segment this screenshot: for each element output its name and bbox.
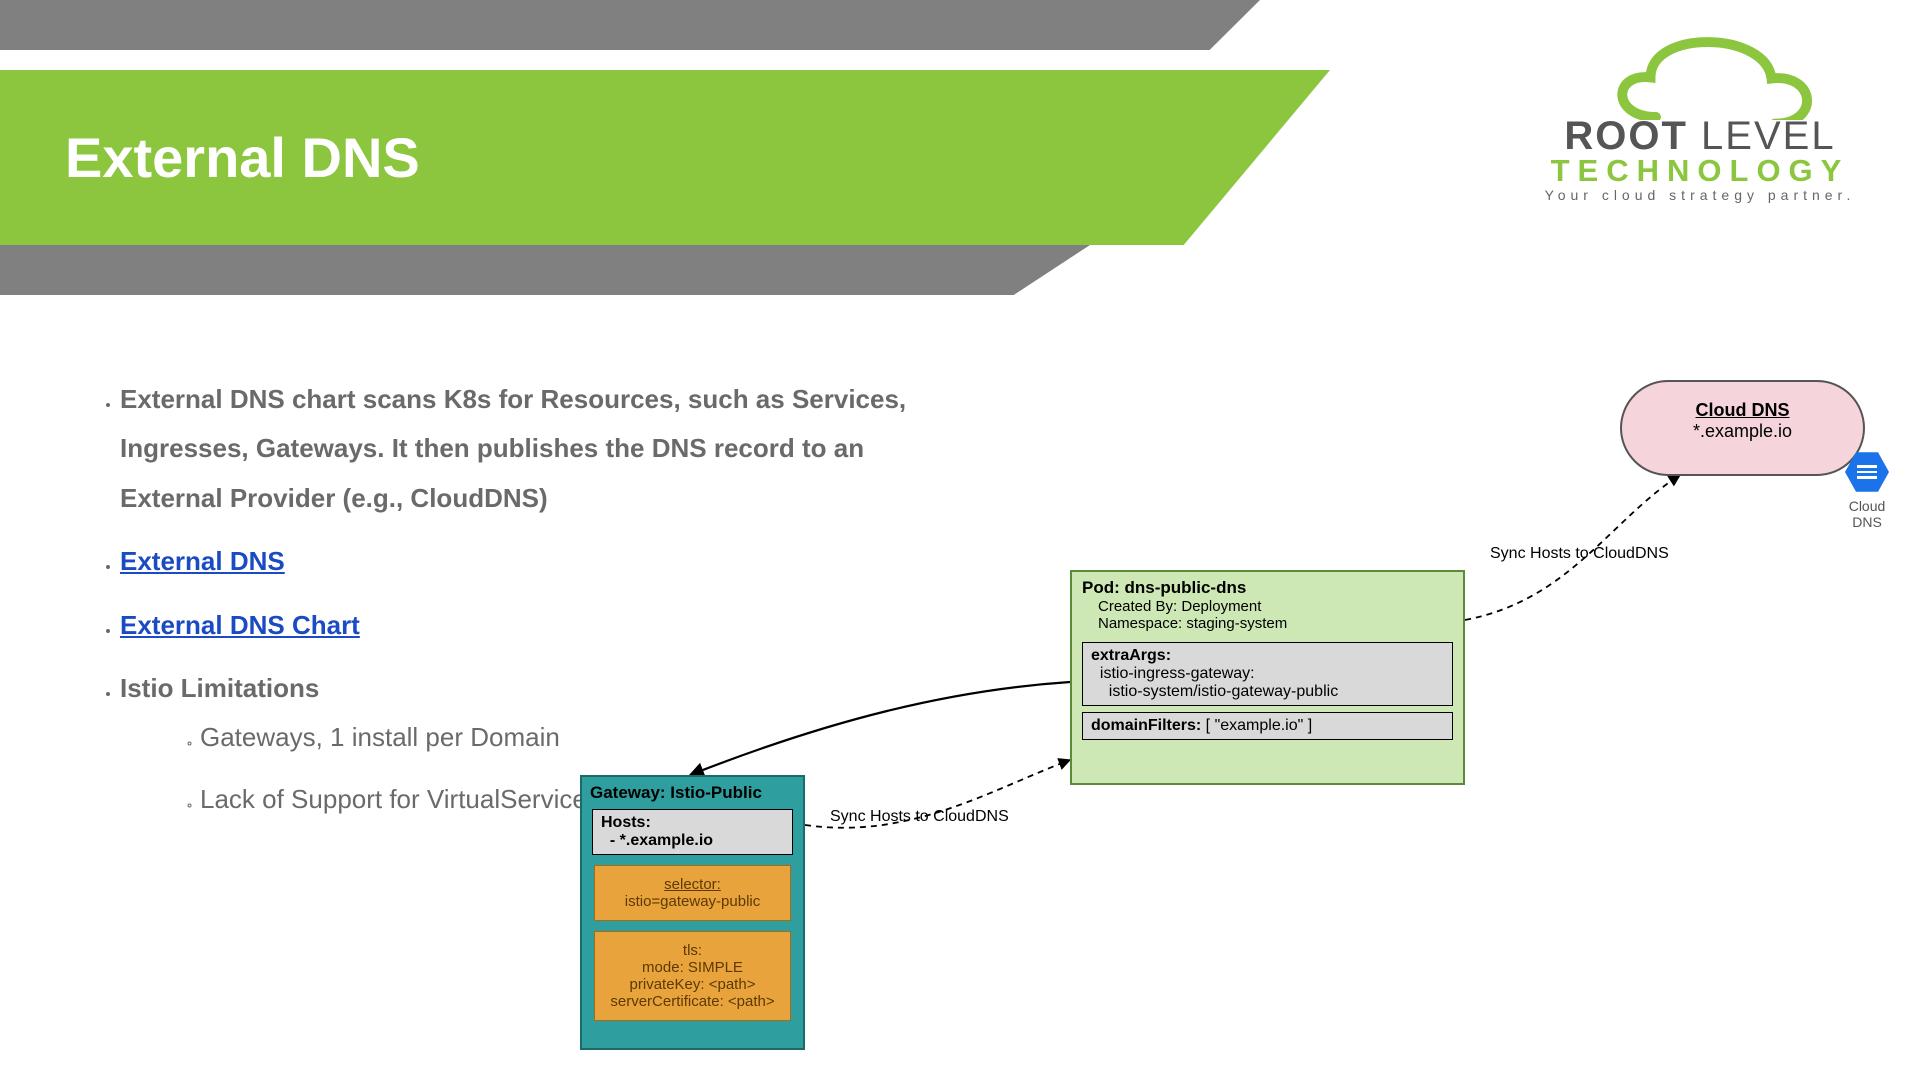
clouddns-icon-l1: Cloud [1845, 498, 1889, 514]
logo-tagline: Your cloud strategy partner. [1510, 187, 1890, 203]
gateway-box: Gateway: Istio-Public Hosts: - *.example… [580, 775, 805, 1050]
header-gray-bar-lower [0, 245, 1090, 295]
pod-extra-l1: istio-ingress-gateway: [1091, 665, 1255, 682]
sync-label-1: Sync Hosts to CloudDNS [830, 808, 1009, 826]
gateway-tls: tls: mode: SIMPLE privateKey: <path> ser… [594, 931, 791, 1021]
clouddns-box: Cloud DNS *.example.io [1620, 380, 1865, 476]
logo: ROOT LEVEL TECHNOLOGY Your cloud strateg… [1510, 30, 1890, 203]
pod-box: Pod: dns-public-dns Created By: Deployme… [1070, 570, 1465, 785]
gateway-selector-label: selector: [664, 876, 721, 893]
pod-extra-l2: istio-system/istio-gateway-public [1091, 683, 1338, 700]
gateway-hosts: Hosts: - *.example.io [592, 809, 793, 855]
slide-title: External DNS [65, 125, 420, 190]
pod-domainfilters: domainFilters: [ "example.io" ] [1082, 712, 1453, 740]
gateway-selector: selector: istio=gateway-public [594, 865, 791, 921]
diagram: Sync Hosts to CloudDNS Sync Hosts to Clo… [570, 370, 1920, 1070]
external-dns-chart-link[interactable]: External DNS Chart [120, 610, 360, 640]
gateway-title: Gateway: Istio-Public [582, 777, 803, 805]
logo-root: ROOT [1564, 114, 1688, 158]
istio-title: Istio Limitations [120, 673, 319, 703]
clouddns-domain: *.example.io [1622, 421, 1863, 442]
gateway-selector-value: istio=gateway-public [625, 893, 761, 910]
external-dns-link[interactable]: External DNS [120, 546, 285, 576]
sync-label-2: Sync Hosts to CloudDNS [1490, 545, 1669, 563]
header-gray-bar [0, 0, 1260, 50]
pod-created: Created By: Deployment [1072, 598, 1463, 615]
gateway-tls-mode: mode: SIMPLE [642, 959, 743, 976]
logo-level: LEVEL [1688, 114, 1836, 158]
gateway-hosts-label: Hosts: [601, 814, 651, 831]
gateway-tls-label: tls: [683, 942, 702, 959]
pod-extra-label: extraArgs: [1091, 647, 1171, 664]
logo-tech: TECHNOLOGY [1510, 153, 1890, 189]
logo-cloud-icon [1510, 30, 1890, 120]
clouddns-icon-l2: DNS [1845, 514, 1889, 530]
pod-title: Pod: dns-public-dns [1072, 572, 1463, 598]
pod-domain-label: domainFilters: [1091, 717, 1201, 734]
pod-domain-value: [ "example.io" ] [1201, 717, 1312, 734]
slide: External DNS ROOT LEVEL TECHNOLOGY Your … [0, 0, 1920, 1080]
clouddns-title: Cloud DNS [1622, 400, 1863, 421]
hexagon-icon [1845, 450, 1889, 494]
gateway-tls-cert: serverCertificate: <path> [610, 993, 774, 1010]
pod-ns: Namespace: staging-system [1072, 615, 1463, 632]
gateway-hosts-value: - *.example.io [601, 832, 713, 849]
clouddns-icon: Cloud DNS [1845, 450, 1889, 530]
pod-extraargs: extraArgs: istio-ingress-gateway: istio-… [1082, 642, 1453, 706]
gateway-tls-pk: privateKey: <path> [630, 976, 756, 993]
header-green-bar: External DNS [0, 70, 1330, 245]
